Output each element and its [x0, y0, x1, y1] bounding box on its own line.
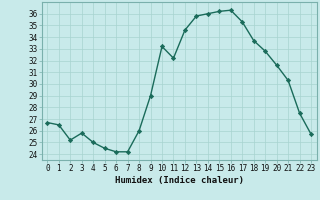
X-axis label: Humidex (Indice chaleur): Humidex (Indice chaleur) [115, 176, 244, 185]
